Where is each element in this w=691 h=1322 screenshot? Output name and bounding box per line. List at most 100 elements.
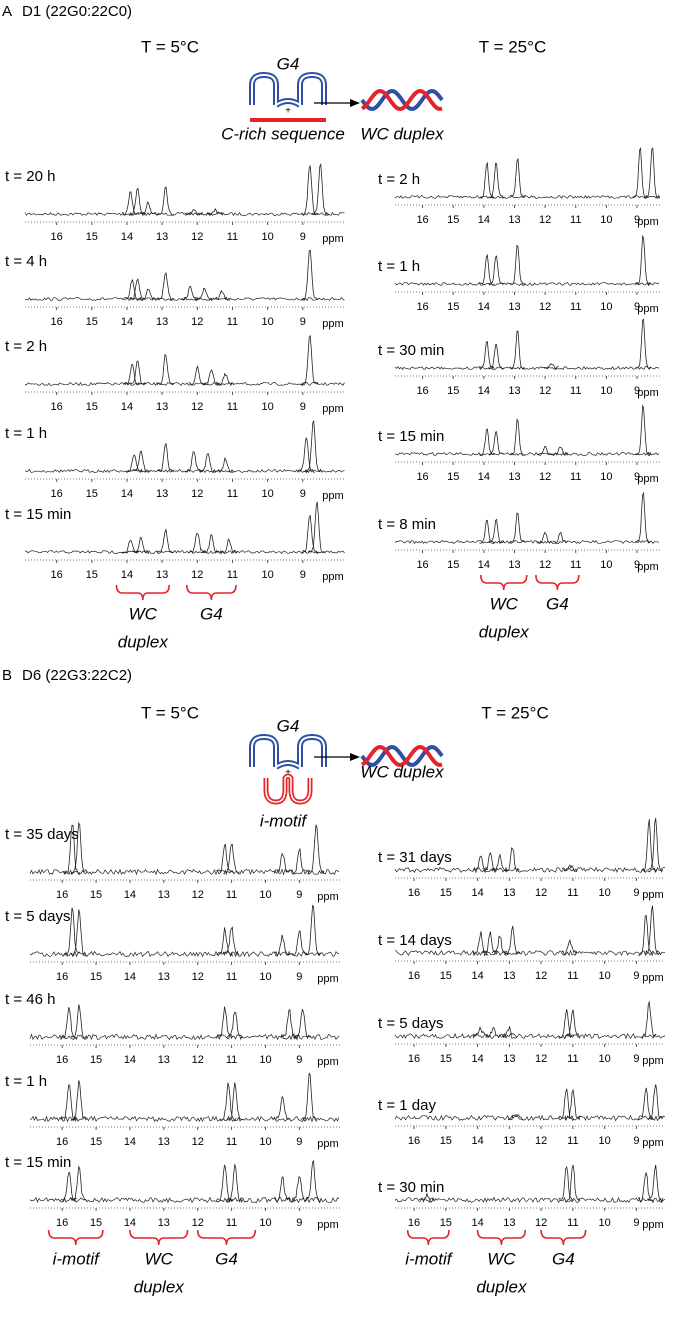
peak	[641, 1000, 657, 1038]
x-tick-label: 12	[192, 1136, 204, 1148]
baseline-trace	[394, 451, 660, 457]
annotation: WC	[490, 594, 519, 613]
peak	[311, 162, 330, 216]
x-axis-label: ppm	[317, 973, 338, 985]
peak	[479, 254, 495, 286]
x-tick-label: 13	[158, 1217, 170, 1229]
peak	[304, 904, 321, 957]
schematic-label: WC duplex	[360, 762, 444, 781]
peak	[482, 852, 498, 871]
panel-title: D6 (22G3:22C2)	[22, 667, 132, 684]
x-tick-label: 9	[296, 971, 302, 983]
x-tick-label: 13	[503, 887, 515, 899]
peak	[139, 201, 157, 215]
x-tick-label: 14	[478, 559, 490, 571]
x-tick-label: 14	[121, 488, 133, 500]
x-tick-label: 13	[156, 231, 168, 243]
x-axis-label: ppm	[642, 1055, 663, 1067]
x-tick-label: 13	[158, 1054, 170, 1066]
peak	[647, 1084, 663, 1120]
annotation: duplex	[476, 1277, 527, 1296]
x-tick-label: 12	[191, 401, 203, 413]
baseline-trace	[394, 949, 666, 957]
x-tick-label: 12	[539, 214, 551, 226]
peak	[537, 445, 553, 456]
time-label: t = 35 days	[5, 826, 79, 843]
x-tick-label: 10	[599, 1217, 611, 1229]
x-tick-label: 16	[416, 385, 428, 397]
x-tick-label: 15	[440, 1053, 452, 1065]
peak	[509, 418, 526, 456]
x-tick-label: 15	[86, 569, 98, 581]
x-tick-label: 12	[191, 569, 203, 581]
x-tick-label: 11	[567, 1053, 578, 1065]
schematic-label: G4	[277, 716, 300, 735]
x-tick-label: 16	[56, 1136, 68, 1148]
i-motif-strand	[263, 773, 313, 805]
baseline-trace	[394, 194, 660, 199]
peak	[156, 271, 175, 302]
peak	[188, 365, 207, 386]
column-title: T = 5°C	[141, 37, 199, 56]
baseline-trace	[394, 866, 665, 874]
peak	[156, 442, 175, 473]
x-axis-label: ppm	[317, 1138, 338, 1150]
panel-label: B	[2, 667, 12, 684]
x-tick-label: 16	[56, 1054, 68, 1066]
x-tick-label: 14	[124, 889, 136, 901]
x-tick-label: 9	[300, 488, 306, 500]
x-tick-label: 13	[156, 401, 168, 413]
x-tick-label: 14	[121, 231, 133, 243]
x-tick-label: 11	[567, 887, 578, 899]
peak	[216, 843, 233, 873]
x-tick-label: 16	[51, 488, 63, 500]
peak	[63, 824, 81, 876]
peak	[222, 926, 240, 957]
x-tick-label: 11	[570, 471, 581, 483]
x-tick-label: 14	[124, 1054, 136, 1066]
peak	[479, 428, 495, 456]
peak	[558, 1088, 575, 1122]
peak	[123, 363, 141, 386]
peak	[561, 938, 578, 957]
x-axis-label: ppm	[322, 318, 343, 330]
peak	[509, 244, 526, 286]
peak	[290, 930, 308, 956]
time-label: t = 4 h	[5, 253, 47, 270]
x-tick-label: 15	[440, 887, 452, 899]
time-label: t = 31 days	[378, 849, 452, 866]
peak	[552, 446, 569, 457]
x-axis-label: ppm	[642, 972, 663, 984]
annotation: G4	[215, 1249, 238, 1268]
peak	[280, 1008, 298, 1040]
baseline-trace	[394, 1032, 666, 1040]
panel-title: D1 (22G0:22C0)	[22, 3, 132, 20]
time-label: t = 2 h	[5, 338, 47, 355]
x-tick-label: 14	[478, 301, 490, 313]
x-tick-label: 11	[567, 1217, 578, 1229]
x-tick-label: 10	[262, 401, 274, 413]
x-axis-label: ppm	[637, 303, 658, 315]
peak	[501, 1026, 517, 1039]
annotation: WC	[145, 1249, 174, 1268]
x-tick-label: 10	[259, 889, 271, 901]
x-tick-label: 12	[539, 385, 551, 397]
x-tick-label: 16	[51, 231, 63, 243]
annotation: duplex	[479, 622, 530, 641]
x-tick-label: 10	[259, 1217, 271, 1229]
x-tick-label: 11	[570, 559, 581, 571]
peak	[537, 531, 553, 545]
peak	[488, 162, 504, 199]
x-tick-label: 16	[56, 889, 68, 901]
x-tick-label: 10	[259, 971, 271, 983]
x-tick-label: 15	[447, 214, 459, 226]
annotation: G4	[552, 1249, 575, 1268]
bracket	[540, 1229, 587, 1246]
x-tick-label: 10	[600, 385, 612, 397]
bracket	[129, 1229, 189, 1246]
x-tick-label: 10	[259, 1054, 271, 1066]
time-label: t = 1 day	[378, 1097, 436, 1114]
x-tick-label: 15	[86, 316, 98, 328]
column-title: T = 25°C	[479, 37, 546, 56]
peak	[564, 1088, 581, 1121]
